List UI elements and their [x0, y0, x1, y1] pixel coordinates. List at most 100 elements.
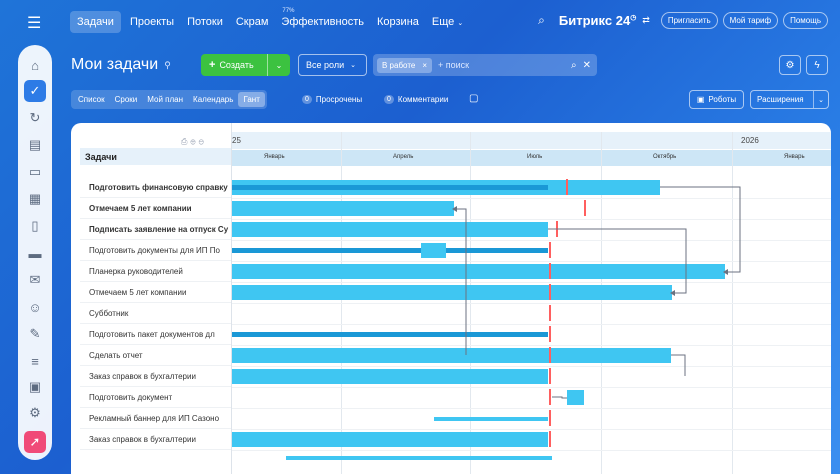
task-bar[interactable]: [232, 369, 548, 384]
task-bar[interactable]: [232, 264, 725, 279]
switch-icon[interactable]: ⇄: [642, 15, 650, 25]
tab-list[interactable]: Список: [78, 95, 105, 104]
invite-button[interactable]: Пригласить: [660, 12, 718, 29]
roles-dropdown[interactable]: Все роли ⌄: [298, 54, 367, 76]
chat-icon[interactable]: ▭: [28, 164, 42, 179]
task-bar[interactable]: [232, 201, 454, 216]
clear-icon[interactable]: ✕: [582, 59, 591, 71]
nav-tasks[interactable]: Задачи: [70, 11, 121, 33]
robots-button[interactable]: ▣ Роботы: [689, 90, 744, 109]
deadline-marker[interactable]: [549, 305, 551, 321]
task-bar[interactable]: [421, 243, 446, 258]
task-row[interactable]: Заказ справок в бухгалтерии: [80, 366, 231, 387]
deadline-marker[interactable]: [549, 368, 551, 384]
sign-icon[interactable]: ✎: [29, 326, 41, 341]
tasks-icon[interactable]: ✓: [24, 80, 46, 102]
task-row[interactable]: Сделать отчет: [80, 345, 231, 366]
dependency-line: [548, 228, 687, 294]
rocket-icon[interactable]: ➚: [24, 431, 46, 453]
task-bar[interactable]: [232, 348, 671, 363]
deadline-marker[interactable]: [549, 284, 551, 300]
sync-icon[interactable]: ↻: [29, 110, 41, 125]
task-bar[interactable]: [567, 390, 584, 405]
search-filter-box[interactable]: В работе × + поиск ⌕ ✕: [373, 54, 597, 76]
row-divider: [232, 366, 831, 367]
settings-icon[interactable]: ⚙: [29, 405, 41, 420]
search-input[interactable]: + поиск: [438, 60, 470, 70]
document-icon[interactable]: ▤: [28, 137, 42, 152]
nav-label: Скрам: [235, 16, 269, 28]
zoom-in-icon[interactable]: ⊕: [190, 137, 199, 146]
task-row[interactable]: Рекламный баннер для ИП Сазоно: [80, 408, 231, 429]
task-bar[interactable]: [434, 417, 548, 421]
deadline-marker[interactable]: [549, 326, 551, 342]
search-icon[interactable]: ⌕: [571, 59, 577, 71]
drive-icon[interactable]: ▬: [28, 245, 42, 261]
tab-calendar[interactable]: Календарь: [193, 95, 234, 104]
nav-more[interactable]: Еще ⌄: [432, 16, 463, 28]
deadline-marker[interactable]: [549, 410, 551, 426]
tab-my-plan[interactable]: Мой план: [147, 95, 184, 104]
deadline-marker[interactable]: [584, 200, 586, 216]
create-dropdown-chevron-icon[interactable]: ⌄: [267, 54, 290, 76]
tab-gantt[interactable]: Гант: [238, 92, 265, 107]
task-row[interactable]: Субботник: [80, 303, 231, 324]
task-bar[interactable]: [232, 285, 672, 300]
task-bar[interactable]: [232, 222, 548, 237]
task-row[interactable]: Планерка руководителей: [80, 261, 231, 282]
task-row[interactable]: Подписать заявление на отпуск Су: [80, 219, 231, 240]
robot-icon: ▣: [696, 95, 705, 104]
task-row[interactable]: Отмечаем 5 лет компании: [80, 282, 231, 303]
nav-projects[interactable]: Проекты: [130, 16, 174, 28]
clock-icon: ◷: [630, 14, 637, 22]
chevron-down-icon[interactable]: ⌄: [813, 91, 828, 108]
calendar-icon[interactable]: ▦: [28, 191, 42, 206]
deadline-marker[interactable]: [549, 242, 551, 258]
brand-logo[interactable]: Битрикс 24◷: [559, 13, 636, 28]
filter-chip[interactable]: В работе ×: [377, 57, 433, 73]
nav-flows[interactable]: Потоки: [187, 16, 223, 28]
pin-icon[interactable]: ⚲: [164, 59, 171, 70]
tab-deadlines[interactable]: Сроки: [114, 95, 138, 104]
nav-scrum[interactable]: Скрам: [236, 16, 269, 28]
search-icon[interactable]: ⌕: [538, 13, 545, 27]
close-icon[interactable]: ×: [422, 60, 428, 70]
nav-efficiency[interactable]: 77% Эффективность: [281, 8, 364, 28]
year-band: 25 2026: [232, 132, 831, 149]
deadline-marker[interactable]: [549, 347, 551, 363]
nav-trash[interactable]: Корзина: [377, 16, 419, 28]
deadline-marker[interactable]: [549, 431, 551, 447]
file-icon[interactable]: ▯: [31, 218, 39, 233]
overdue-counter[interactable]: 0 Просрочены: [302, 90, 362, 109]
contacts-icon[interactable]: ☺: [28, 299, 42, 315]
task-row[interactable]: Отмечаем 5 лет компании: [80, 198, 231, 219]
create-button[interactable]: + Создать ⌄: [201, 54, 290, 76]
chat-bubble-icon[interactable]: ▢: [469, 93, 479, 104]
mail-icon[interactable]: ✉: [29, 272, 41, 287]
zoom-out-icon[interactable]: ⊖: [198, 137, 207, 146]
print-icon[interactable]: ⎙: [181, 137, 191, 146]
task-row[interactable]: Подготовить документ: [80, 387, 231, 408]
home-icon[interactable]: ⌂: [31, 57, 39, 73]
task-row[interactable]: Заказ справок в бухгалтерии: [80, 429, 231, 450]
help-button[interactable]: Помощь: [783, 12, 828, 29]
deadline-marker[interactable]: [566, 179, 568, 195]
task-row[interactable]: Подготовить финансовую справку: [80, 177, 231, 198]
filter-icon[interactable]: ≡: [31, 353, 39, 369]
task-bar[interactable]: [232, 432, 548, 447]
settings-button[interactable]: ⚙: [779, 55, 801, 75]
task-row[interactable]: Подготовить пакет документов дл: [80, 324, 231, 345]
comments-counter[interactable]: 0 Комментарии: [384, 90, 448, 109]
tariff-button[interactable]: Мой тариф: [722, 12, 779, 29]
task-bar[interactable]: [286, 456, 552, 460]
automation-button[interactable]: ϟ: [806, 55, 828, 75]
deadline-marker[interactable]: [549, 389, 551, 405]
deadline-marker[interactable]: [549, 263, 551, 279]
task-row[interactable]: Подготовить документы для ИП По: [80, 240, 231, 261]
extensions-button[interactable]: Расширения ⌄: [750, 90, 829, 109]
task-progress: [232, 332, 548, 337]
top-navigation: Задачи Проекты Потоки Скрам 77% Эффектив…: [70, 8, 476, 34]
delivery-icon[interactable]: ▣: [28, 379, 42, 394]
extensions-label: Расширения: [757, 95, 804, 104]
menu-icon[interactable]: ☰: [27, 15, 42, 32]
